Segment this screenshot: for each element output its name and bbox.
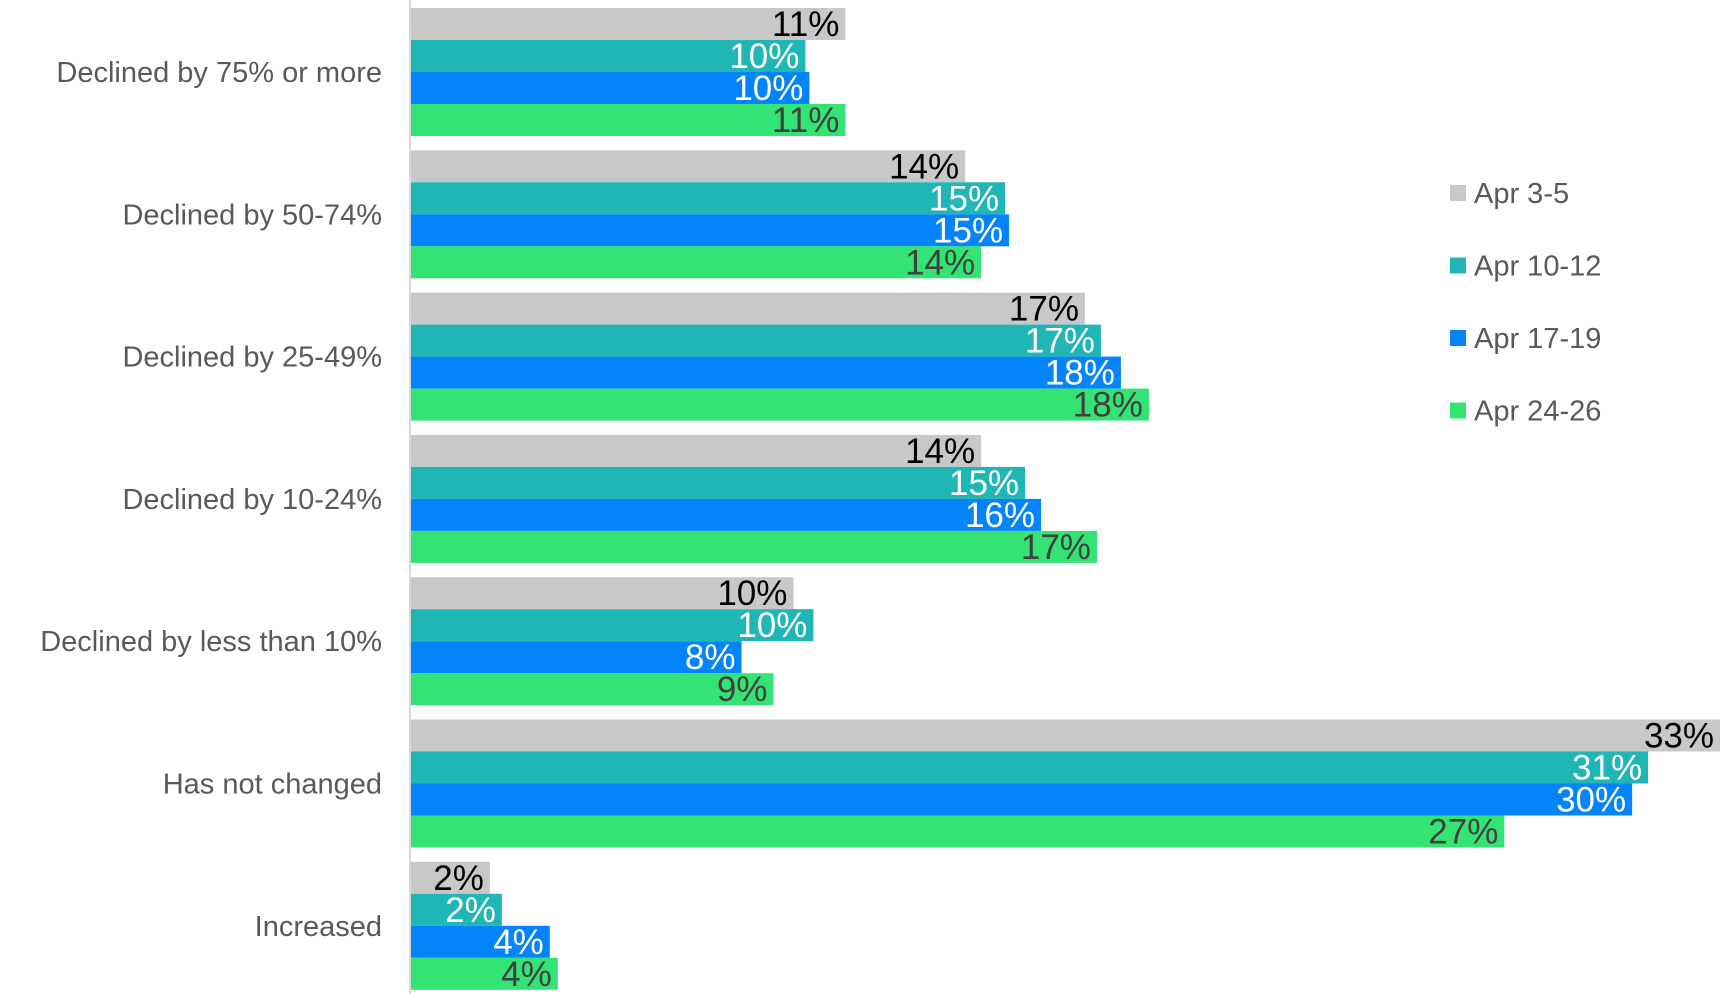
data-label-declined-by-75-or-more-apr-3-5: 11% <box>772 5 839 44</box>
bar-declined-by-10-24-apr-17-19 <box>410 498 1042 531</box>
data-label-increased-apr-24-26: 4% <box>501 955 552 994</box>
bar-increased-apr-10-12 <box>410 893 502 926</box>
category-label-declined-by-10-24: Declined by 10-24% <box>122 484 382 516</box>
bar-declined-by-25-49-apr-24-26 <box>410 388 1149 421</box>
data-label-declined-by-less-than-10-apr-17-19: 8% <box>685 638 736 677</box>
bar-declined-by-75-or-more-apr-10-12 <box>410 40 806 72</box>
data-label-has-not-changed-apr-17-19: 30% <box>1556 781 1626 820</box>
category-label-declined-by-75-or-more: Declined by 75% or more <box>56 57 382 89</box>
category-label-has-not-changed: Has not changed <box>163 769 382 801</box>
data-label-increased-apr-17-19: 4% <box>493 923 544 962</box>
category-label-declined-by-50-74: Declined by 50-74% <box>122 199 382 231</box>
data-label-declined-by-10-24-apr-24-26: 17% <box>1021 528 1091 567</box>
bar-declined-by-75-or-more-apr-3-5 <box>410 8 846 40</box>
category-labels: Declined by 75% or more Declined by 50-74… <box>40 57 382 943</box>
data-label-increased-apr-10-12: 2% <box>445 891 496 930</box>
bar-declined-by-25-49-apr-3-5 <box>410 292 1085 325</box>
data-label-declined-by-50-74-apr-17-19: 15% <box>933 211 1003 250</box>
legend-swatch-apr-10-12 <box>1450 257 1466 274</box>
bar-has-not-changed-apr-10-12 <box>410 751 1649 784</box>
data-label-declined-by-less-than-10-apr-10-12: 10% <box>737 606 807 645</box>
bar-increased-apr-17-19 <box>410 925 550 958</box>
category-label-declined-by-25-49: Declined by 25-49% <box>122 342 382 374</box>
data-label-declined-by-10-24-apr-10-12: 15% <box>949 464 1019 503</box>
data-label-declined-by-25-49-apr-10-12: 17% <box>1025 322 1095 361</box>
bar-declined-by-less-than-10-apr-10-12 <box>410 609 814 642</box>
bar-declined-by-less-than-10-apr-3-5 <box>410 577 794 610</box>
bar-declined-by-10-24-apr-3-5 <box>410 434 982 467</box>
legend-swatch-apr-3-5 <box>1450 185 1466 201</box>
data-label-has-not-changed-apr-24-26: 27% <box>1428 813 1498 852</box>
legend-swatch-apr-17-19 <box>1450 330 1466 346</box>
legend-label-apr-17-19: Apr 17-19 <box>1474 323 1601 355</box>
bar-declined-by-10-24-apr-10-12 <box>410 466 1026 499</box>
bar-declined-by-50-74-apr-17-19 <box>410 214 1010 247</box>
data-label-declined-by-25-49-apr-17-19: 18% <box>1045 354 1115 393</box>
data-label-increased-apr-3-5: 2% <box>433 859 484 898</box>
data-label-declined-by-75-or-more-apr-24-26: 11% <box>772 101 839 140</box>
bar-declined-by-50-74-apr-24-26 <box>410 246 982 279</box>
data-label-declined-by-75-or-more-apr-10-12: 10% <box>729 37 799 76</box>
legend-label-apr-3-5: Apr 3-5 <box>1474 178 1569 210</box>
legend: Apr 3-5 Apr 10-12 Apr 17-19 Apr 24-26 <box>1450 178 1601 428</box>
bar-declined-by-25-49-apr-10-12 <box>410 324 1101 357</box>
data-label-declined-by-10-24-apr-3-5: 14% <box>905 432 975 471</box>
data-label-declined-by-25-49-apr-3-5: 17% <box>1009 290 1079 329</box>
bar-increased-apr-3-5 <box>410 861 490 894</box>
bar-declined-by-75-or-more-apr-24-26 <box>410 104 846 136</box>
bar-declined-by-25-49-apr-17-19 <box>410 356 1121 389</box>
bar-has-not-changed-apr-17-19 <box>410 783 1633 816</box>
bar-declined-by-less-than-10-apr-24-26 <box>410 673 774 706</box>
data-label-declined-by-50-74-apr-3-5: 14% <box>889 147 959 186</box>
bar-increased-apr-24-26 <box>410 957 558 990</box>
data-label-declined-by-50-74-apr-10-12: 15% <box>929 179 999 218</box>
bar-declined-by-50-74-apr-3-5 <box>410 150 966 183</box>
data-label-has-not-changed-apr-3-5: 33% <box>1644 717 1714 756</box>
bars-layer: 11%10%10%11%14%15%15%14%17%17%18%18%14%1… <box>410 5 1720 994</box>
data-label-declined-by-10-24-apr-17-19: 16% <box>965 496 1035 535</box>
data-label-declined-by-less-than-10-apr-3-5: 10% <box>717 574 787 613</box>
bar-has-not-changed-apr-3-5 <box>410 719 1720 752</box>
bar-declined-by-50-74-apr-10-12 <box>410 182 1006 215</box>
legend-swatch-apr-24-26 <box>1450 402 1466 419</box>
category-label-declined-by-less-than-10: Declined by less than 10% <box>40 626 382 658</box>
data-label-declined-by-less-than-10-apr-24-26: 9% <box>717 670 768 709</box>
bar-declined-by-less-than-10-apr-17-19 <box>410 641 742 674</box>
category-label-increased: Increased <box>255 911 382 943</box>
legend-label-apr-24-26: Apr 24-26 <box>1474 396 1601 428</box>
legend-label-apr-10-12: Apr 10-12 <box>1474 251 1601 283</box>
data-label-declined-by-75-or-more-apr-17-19: 10% <box>733 69 803 108</box>
data-label-declined-by-25-49-apr-24-26: 18% <box>1073 386 1143 425</box>
bar-declined-by-75-or-more-apr-17-19 <box>410 72 810 104</box>
data-label-declined-by-50-74-apr-24-26: 14% <box>905 243 975 282</box>
data-label-has-not-changed-apr-10-12: 31% <box>1572 749 1642 788</box>
bar-has-not-changed-apr-24-26 <box>410 815 1505 848</box>
bar-declined-by-10-24-apr-24-26 <box>410 530 1097 563</box>
